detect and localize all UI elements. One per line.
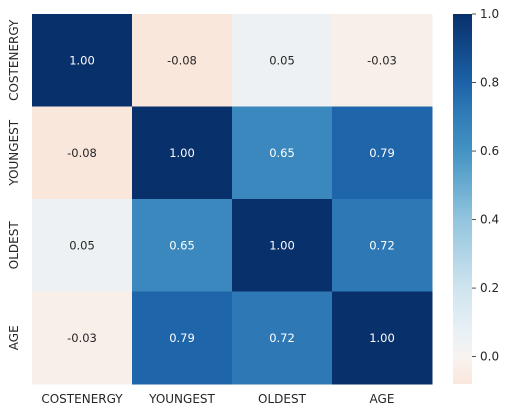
x-tick-label: COSTENERGY [41, 392, 123, 406]
cell-value-label: -0.03 [367, 53, 397, 67]
cell-value-label: 0.72 [269, 331, 295, 345]
colorbar: 0.0 0.2 0.4 0.6 0.8 1.0 [453, 7, 499, 384]
colorbar-tick-label: 0.6 [480, 144, 499, 158]
heatmap-cell [132, 291, 233, 385]
heatmap-cell [132, 14, 233, 107]
heatmap-cell [332, 106, 433, 200]
x-axis-labels: COSTENERGY YOUNGEST OLDEST AGE [41, 392, 394, 406]
cell-value-label: 1.00 [369, 331, 395, 345]
y-tick-label: YOUNGEST [7, 119, 21, 186]
heatmap-cell [332, 14, 433, 107]
x-tick-label: AGE [370, 392, 395, 406]
colorbar-tick-label: 0.2 [480, 281, 499, 295]
heatmap-cell [32, 199, 133, 292]
colorbar-tick-label: 0.8 [480, 76, 499, 90]
heatmap-cell [132, 106, 233, 200]
heatmap-cell [132, 199, 233, 292]
heatmap-cell [232, 199, 333, 292]
cell-value-label: -0.03 [67, 331, 97, 345]
y-tick-label: OLDEST [7, 221, 21, 270]
cell-value-label: 1.00 [169, 146, 195, 160]
heatmap-cell [232, 14, 333, 107]
y-axis-labels: COSTENERGY YOUNGEST OLDEST AGE [7, 19, 21, 350]
heatmap-cell [232, 106, 333, 200]
heatmap-cell [332, 199, 433, 292]
heatmap-cell [32, 106, 133, 200]
cell-value-label: -0.08 [167, 53, 197, 67]
y-tick-label: AGE [7, 325, 21, 350]
cell-value-label: 1.00 [269, 238, 295, 252]
heatmap-cells: 1.00 -0.08 0.05 -0.03 -0.08 1.00 0.65 0.79 0.05 0… [32, 14, 433, 385]
cell-value-label: 0.79 [369, 146, 395, 160]
y-tick-label: COSTENERGY [7, 19, 21, 101]
cell-value-label: 0.05 [269, 53, 295, 67]
cell-value-label: -0.08 [67, 146, 97, 160]
x-tick-label: OLDEST [258, 392, 307, 406]
cell-value-label: 0.65 [169, 238, 195, 252]
cell-value-label: 1.00 [69, 53, 95, 67]
cell-value-label: 0.79 [169, 331, 195, 345]
colorbar-tick-label: 0.0 [480, 350, 499, 364]
cell-value-label: 0.65 [269, 146, 295, 160]
heatmap-cell [232, 291, 333, 385]
heatmap-cell [32, 14, 133, 107]
colorbar-tick-label: 1.0 [480, 7, 499, 21]
colorbar-tick-label: 0.4 [480, 213, 499, 227]
x-tick-label: YOUNGEST [148, 392, 215, 406]
heatmap-cell [32, 291, 133, 385]
heatmap-cell [332, 291, 433, 385]
cell-value-label: 0.05 [69, 238, 95, 252]
colorbar-gradient [453, 14, 472, 384]
cell-value-label: 0.72 [369, 238, 395, 252]
